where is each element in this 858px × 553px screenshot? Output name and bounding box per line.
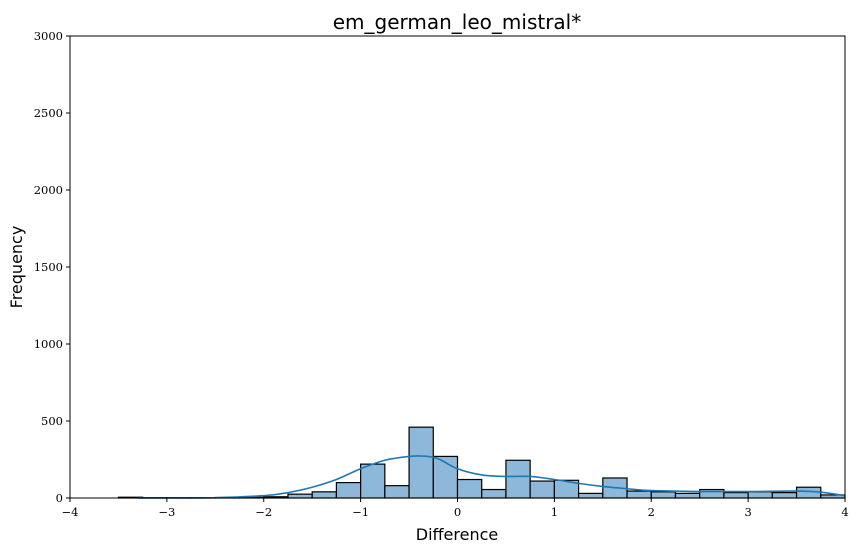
histogram-bar-26: [747, 491, 773, 499]
x-tick-label: −4: [62, 505, 79, 519]
histogram-bar-23: [674, 492, 701, 499]
x-tick-label: −2: [255, 505, 272, 519]
kde-line: [137, 455, 846, 499]
histogram-bar-12: [408, 426, 434, 499]
histogram-bar-14: [456, 478, 483, 499]
y-tick-label: 2500: [34, 106, 63, 120]
x-tick-label: −3: [158, 505, 175, 519]
x-tick-label: 4: [841, 505, 848, 519]
y-axis-label: Frequency: [7, 226, 26, 309]
x-tick-label: 1: [551, 505, 558, 519]
histogram-bar-25: [723, 492, 749, 499]
y-axis-ticks: 0 500 1000 1500 2000 2500 3000: [34, 29, 70, 505]
histogram-bar-10: [360, 463, 386, 499]
y-tick-label: 2000: [34, 183, 63, 197]
x-axis-ticks: −4 −3 −2 −1 0 1 2 3 4: [62, 498, 849, 519]
histogram-bar-9: [335, 482, 362, 499]
histogram-bar-11: [384, 485, 410, 499]
x-tick-label: 3: [744, 505, 751, 519]
x-tick-label: 2: [648, 505, 655, 519]
bars-group: [117, 426, 846, 499]
histogram-bar-17: [529, 480, 555, 499]
y-tick-label: 1500: [34, 260, 63, 274]
chart-title: em_german_leo_mistral*: [333, 10, 582, 34]
y-tick-label: 0: [56, 491, 63, 505]
histogram-bar-16: [505, 459, 531, 499]
y-tick-label: 1000: [34, 337, 63, 351]
x-tick-label: −1: [352, 505, 369, 519]
histogram-bar-7: [287, 493, 313, 499]
histogram-bar-27: [771, 492, 798, 499]
x-tick-label: 0: [454, 505, 461, 519]
histogram-bar-21: [626, 490, 652, 499]
histogram-bar-15: [481, 488, 507, 499]
y-tick-label: 3000: [34, 29, 63, 43]
plot-frame: [69, 35, 846, 499]
histogram-bar-19: [577, 492, 604, 499]
histogram-bar-8: [311, 491, 338, 499]
histogram-bar-22: [650, 491, 677, 499]
y-tick-label: 500: [41, 414, 63, 428]
x-axis-label: Difference: [416, 525, 498, 544]
